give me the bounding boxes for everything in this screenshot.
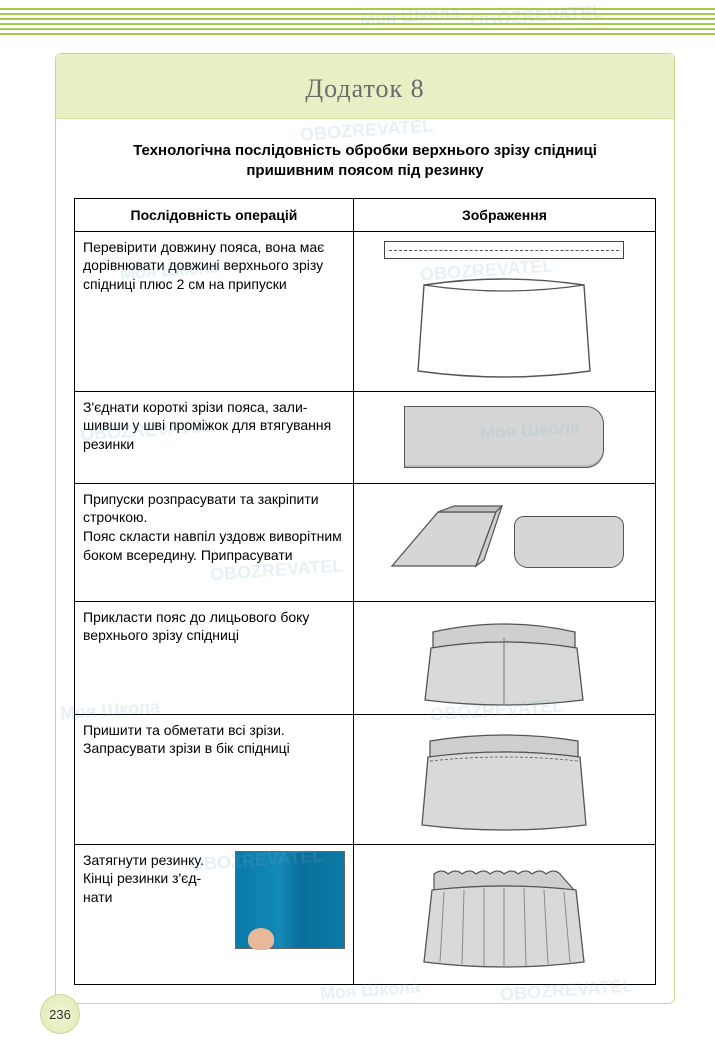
- page-frame: Додаток 8 Технологічна послідовність обр…: [55, 53, 675, 1004]
- section-subtitle: Технологічна послідовність обробки верхн…: [56, 119, 674, 198]
- table-row: З'єднати короткі зрізи пояса, зали­шивши…: [75, 391, 656, 483]
- col-header-image: Зображення: [353, 198, 655, 231]
- operation-text: Затягнути резинку. Кінці резинки з'єд­на…: [75, 844, 354, 984]
- operation-text: З'єднати короткі зрізи пояса, зали­шивши…: [75, 391, 354, 483]
- operation-illustration: [353, 844, 655, 984]
- skirt-with-band-icon: [419, 608, 589, 708]
- table-header-row: Послідовність операцій Зображення: [75, 198, 656, 231]
- table-row: Перевірити довжину пояса, вона має дорів…: [75, 231, 656, 391]
- operation-text-inner: Затягнути резинку. Кінці резинки з'єд­на…: [83, 851, 225, 908]
- rule-line: [0, 33, 715, 35]
- subtitle-line-2: пришивним поясом під резинку: [246, 162, 483, 179]
- appendix-title: Додаток 8: [66, 74, 664, 104]
- col-header-operations: Послідовність операцій: [75, 198, 354, 231]
- folded-band-icon: [384, 502, 504, 582]
- operation-text: Перевірити довжину пояса, вона має дорів…: [75, 231, 354, 391]
- operation-illustration: [353, 391, 655, 483]
- title-band: Додаток 8: [56, 54, 674, 119]
- page-number-badge: 236: [40, 994, 80, 1034]
- operation-illustration: [353, 714, 655, 844]
- rule-line: [0, 13, 715, 15]
- fabric-photo-icon: [235, 851, 345, 949]
- operation-illustration: [353, 483, 655, 601]
- rule-line: [0, 8, 715, 10]
- subtitle-line-1: Технологічна послідовність обробки верхн…: [133, 142, 597, 159]
- operation-illustration: [353, 601, 655, 714]
- table-row: Пришити та обметати всі зрізи. Запрасува…: [75, 714, 656, 844]
- rule-line: [0, 23, 715, 25]
- skirt-elastic-icon: [414, 854, 594, 974]
- belt-strip-icon: [384, 241, 624, 259]
- operation-text: Пришити та обметати всі зрізи. Запрасува…: [75, 714, 354, 844]
- operation-text: Прикласти пояс до лицьового боку верхньо…: [75, 601, 354, 714]
- operation-illustration: [353, 231, 655, 391]
- waistband-piece-icon: [404, 406, 604, 468]
- table-row: Прикласти пояс до лицьового боку верхньо…: [75, 601, 656, 714]
- skirt-sewn-icon: [414, 723, 594, 835]
- skirt-outline-icon: [414, 271, 594, 381]
- header-rule-lines: [0, 0, 715, 35]
- table-row: Припуски розпрасувати та закріпи­ти стро…: [75, 483, 656, 601]
- pressed-band-icon: [514, 516, 624, 568]
- table-row: Затягнути резинку. Кінці резинки з'єд­на…: [75, 844, 656, 984]
- rule-line: [0, 28, 715, 30]
- operation-text: Припуски розпрасувати та закріпи­ти стро…: [75, 483, 354, 601]
- rule-line: [0, 18, 715, 20]
- page-number: 236: [49, 1007, 71, 1022]
- operations-table: Послідовність операцій Зображення Переві…: [74, 198, 656, 985]
